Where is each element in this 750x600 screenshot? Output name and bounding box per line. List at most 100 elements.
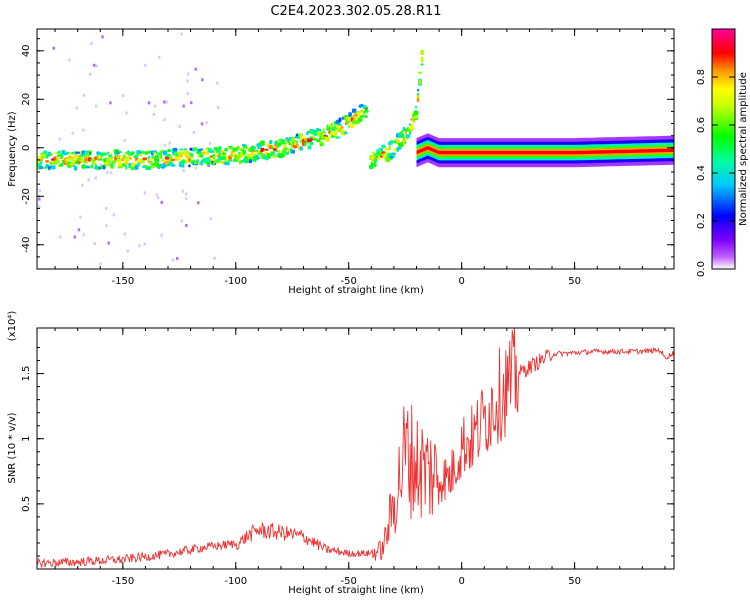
snr-y-tick-label: 1	[21, 436, 32, 442]
speckle-cell	[138, 244, 141, 248]
speckle-cell	[163, 143, 167, 147]
ridge-main-cell	[134, 155, 139, 159]
ridge-branch-cell	[369, 164, 374, 169]
ridge-branch-cell	[397, 147, 402, 150]
speckle-cell	[186, 72, 190, 76]
ridge-main-cell	[347, 121, 349, 125]
ridge-main-cell	[145, 151, 149, 154]
spectrogram-panel: -150 -100 -50 0 50 -40 -20 0 20 40 Height of stra…	[7, 28, 675, 296]
ridge-main-cell	[226, 162, 230, 166]
ridge-main-cell	[91, 162, 97, 165]
ridge-main-cell	[40, 155, 46, 159]
speckle-cell	[186, 92, 189, 96]
ridge-main-cell	[80, 156, 83, 160]
ridge-main-cell	[259, 144, 262, 150]
ridge-main-cell	[309, 141, 314, 146]
ridge-branch-cell	[416, 95, 420, 99]
ridge-main-cell	[209, 149, 214, 154]
ridge-main-cell	[321, 132, 326, 136]
ridge-steady-band	[416, 146, 674, 155]
ridge-main-cell	[111, 156, 114, 160]
speckle-cell	[152, 113, 156, 117]
snr-line-area	[37, 328, 674, 568]
ridge-main-cell	[218, 146, 222, 151]
ridge-main-cell	[58, 150, 61, 154]
speckle-cell	[180, 219, 183, 223]
speckle-cell	[205, 121, 208, 125]
ridge-main-cell	[154, 155, 160, 158]
ridge-main-cell	[111, 163, 114, 168]
ridge-main-cell	[295, 143, 299, 146]
ridge-main-cell	[242, 149, 246, 155]
ridge-main-cell	[75, 151, 81, 154]
plot-frame-bottom	[36, 327, 675, 570]
spectrogram-x-label: Height of straight line (km)	[288, 285, 424, 296]
snr-scale-label: (x10⁴)	[7, 311, 18, 342]
ridge-main-cell	[242, 145, 246, 149]
speckle-cell	[123, 232, 126, 236]
ridge-main-cell	[196, 151, 200, 155]
colorbar-tick-label: 0.6	[696, 117, 707, 133]
spectrogram-y-tick-label: 40	[21, 44, 32, 57]
ridge-branch-cell	[374, 163, 377, 168]
ridge-main-cell	[302, 141, 305, 147]
ridge-main-cell	[212, 162, 215, 166]
speckle-cell	[153, 104, 157, 108]
speckle-cell	[160, 233, 163, 237]
spectrogram-x-tick-label: -150	[111, 276, 134, 287]
ridge-main-cell	[84, 152, 88, 155]
ridge-branch-cell	[373, 158, 377, 163]
ridge-branch-cell	[396, 139, 400, 144]
speckle-cell	[99, 262, 102, 266]
spectrogram-y-tick-label: -40	[21, 237, 32, 253]
ridge-main-cell	[229, 147, 232, 150]
ridge-main-cell	[200, 148, 203, 151]
ridge-main-cell	[71, 162, 76, 166]
ridge-branch-cell	[418, 71, 423, 74]
speckle-cell	[181, 189, 185, 193]
ridge-main-cell	[159, 154, 163, 159]
speckle-cell	[190, 101, 193, 105]
colorbar-tick-label: 0.0	[696, 261, 707, 277]
ridge-main-cell	[137, 162, 141, 167]
colorbar-tick-label: 0.2	[696, 213, 707, 229]
speckle-cell	[165, 100, 168, 104]
ridge-main-cell	[194, 146, 197, 152]
speckle-cell	[156, 196, 160, 200]
speckle-cell	[217, 106, 220, 109]
ridge-main-cell	[271, 146, 274, 150]
ridge-main-cell	[269, 140, 272, 143]
ridge-main-cell	[106, 151, 110, 154]
ridge-branch-cell	[413, 110, 419, 116]
ridge-main-cell	[185, 155, 190, 159]
ridge-main-cell	[291, 149, 295, 154]
ridge-main-cell	[62, 150, 65, 154]
speckle-cell	[99, 163, 102, 167]
ridge-main-cell	[130, 151, 135, 155]
speckle-cell	[201, 78, 204, 82]
spectrogram-x-tick-label: -50	[341, 276, 357, 287]
speckle-cell	[208, 141, 212, 145]
ridge-main-cell	[263, 150, 267, 153]
ridge-main-cell	[348, 112, 352, 117]
ridge-branch-cell	[404, 131, 408, 135]
ridge-main-cell	[88, 151, 91, 155]
ridge-branch-cell	[414, 115, 418, 119]
speckle-cell	[82, 93, 86, 97]
spectrogram-x-tick-label: 50	[568, 276, 581, 287]
colorbar: 0.0 0.2 0.4 0.6 0.8 Normalized spectral ampl…	[696, 28, 749, 277]
speckle-cell	[194, 166, 197, 170]
ridge-main-cell	[224, 148, 228, 152]
ridge-main-cell	[182, 164, 185, 168]
ridge-main-cell	[228, 159, 233, 162]
ridge-main-cell	[363, 110, 369, 113]
ridge-branch-cell	[421, 58, 424, 63]
ridge-main-cell	[257, 145, 260, 150]
ridge-main-cell	[248, 159, 253, 164]
ridge-main-cell	[215, 160, 220, 164]
ridge-main-cell	[245, 145, 248, 150]
speckle-cell	[38, 205, 41, 208]
ridge-branch-cell	[402, 126, 405, 132]
ridge-main-cell	[210, 159, 214, 162]
ridge-main-cell	[73, 165, 78, 171]
